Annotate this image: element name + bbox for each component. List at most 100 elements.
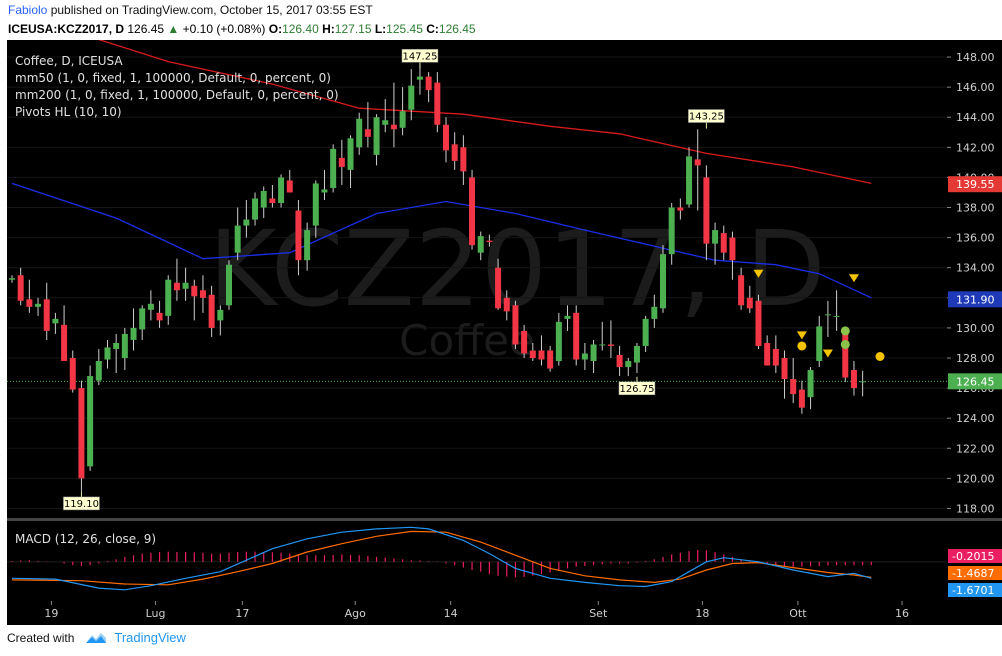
pivot-yellow-dot bbox=[875, 351, 885, 361]
candle-up bbox=[35, 303, 42, 307]
candle-up bbox=[373, 117, 380, 155]
price-tag-box bbox=[948, 176, 1002, 193]
candle-down bbox=[26, 299, 33, 307]
candle-down bbox=[338, 157, 345, 167]
x-tick-label: 19 bbox=[44, 607, 58, 620]
price-chart[interactable]: KCZ2017, D Coffee 119.10147.25126.75143.… bbox=[7, 11, 1002, 625]
candle-down bbox=[521, 330, 528, 354]
publication-header: Fabiolo published on TradingView.com, Oc… bbox=[8, 3, 373, 17]
candle-down bbox=[17, 275, 24, 301]
macd-tag-box bbox=[948, 549, 1002, 563]
candle-down bbox=[269, 198, 276, 204]
candle-down bbox=[677, 207, 684, 211]
candle-up bbox=[816, 326, 823, 362]
candle-down bbox=[208, 294, 215, 328]
y-tick-label: 142.00 bbox=[956, 141, 995, 154]
x-tick-label: 18 bbox=[695, 607, 709, 620]
candle-up bbox=[234, 225, 241, 253]
candle-down bbox=[156, 312, 163, 321]
tradingview-link[interactable]: TradingView bbox=[114, 630, 186, 645]
candle-up bbox=[121, 333, 128, 358]
candle-down bbox=[798, 389, 805, 408]
pivot-down-triangle bbox=[848, 274, 859, 283]
pivot-label: 126.75 bbox=[619, 384, 654, 395]
candle-down bbox=[434, 82, 441, 125]
candle-down bbox=[443, 124, 449, 151]
main-pane[interactable] bbox=[7, 40, 947, 518]
y-tick-label: 144.00 bbox=[956, 111, 995, 124]
candle-up bbox=[651, 306, 658, 319]
chart-area[interactable]: KCZ2017, D Coffee 119.10 147.25 126.75 143.… bbox=[7, 11, 1002, 625]
pivot-label: 119.10 bbox=[64, 499, 99, 510]
candle-down bbox=[694, 159, 701, 166]
candle-up bbox=[278, 177, 285, 204]
candle-down bbox=[486, 240, 493, 243]
candle-up bbox=[382, 120, 389, 125]
price-tag-box bbox=[948, 373, 1002, 390]
candle-down bbox=[616, 354, 623, 368]
y-tick-label: 124.00 bbox=[956, 412, 995, 425]
x-tick-label: 17 bbox=[235, 607, 249, 620]
price-axis[interactable] bbox=[947, 40, 1002, 625]
candle-up bbox=[408, 85, 415, 110]
open-value: 126.40 bbox=[282, 22, 319, 36]
candle-up bbox=[260, 190, 267, 208]
candle-down bbox=[573, 312, 580, 360]
candle-up bbox=[564, 315, 571, 319]
y-tick-label: 118.00 bbox=[956, 502, 995, 515]
low-value: 125.45 bbox=[386, 22, 423, 36]
candle-up bbox=[477, 236, 484, 253]
pivot-yellow-dot bbox=[797, 341, 807, 351]
y-tick-label: 136.00 bbox=[956, 232, 995, 245]
candle-down bbox=[755, 300, 762, 346]
candle-up bbox=[87, 376, 94, 467]
candle-down bbox=[772, 348, 779, 366]
candle-up bbox=[590, 344, 597, 362]
candle-down bbox=[425, 76, 432, 91]
legend-mm200: mm200 (1, 0, fixed, 1, 100000, Default, … bbox=[15, 88, 339, 102]
candle-up bbox=[712, 230, 719, 244]
macd-tag-label: -0.2015 bbox=[952, 550, 994, 563]
candle-down bbox=[529, 350, 536, 358]
candle-down bbox=[451, 144, 458, 161]
candle-down bbox=[607, 344, 614, 346]
y-tick-label: 138.00 bbox=[956, 202, 995, 215]
macd-pane[interactable] bbox=[7, 521, 947, 601]
symbol-name: ICEUSA:KCZ2017, D bbox=[8, 22, 125, 36]
macd-tag-box bbox=[948, 583, 1002, 597]
candle-down bbox=[538, 350, 545, 360]
time-axis[interactable] bbox=[7, 601, 947, 625]
candle-down bbox=[495, 267, 502, 309]
y-tick-label: 134.00 bbox=[956, 262, 995, 275]
candle-up bbox=[130, 327, 137, 340]
macd-tag-box bbox=[948, 566, 1002, 580]
candle-down bbox=[390, 124, 397, 130]
candle-down bbox=[199, 290, 206, 298]
pivot-green-dot bbox=[840, 326, 850, 336]
price-tag-box bbox=[948, 291, 1002, 308]
candle-up bbox=[416, 76, 423, 80]
candle-up bbox=[182, 282, 189, 289]
y-tick-label: 148.00 bbox=[956, 51, 995, 64]
candle-up bbox=[642, 318, 649, 346]
candle-down bbox=[191, 285, 198, 297]
candle-down bbox=[364, 129, 371, 137]
pivot-label-box bbox=[618, 381, 656, 396]
candle-down bbox=[295, 210, 302, 261]
pivot-label-box bbox=[688, 109, 725, 123]
x-tick-label: 16 bbox=[895, 607, 909, 620]
candle-up bbox=[668, 207, 675, 255]
close-label: C: bbox=[426, 22, 439, 36]
macd-indicator: -0.2015 -1.4687 -1.6701 bbox=[7, 526, 1002, 597]
macd-line bbox=[11, 526, 872, 591]
pivot-down-triangle bbox=[753, 269, 764, 278]
change-arrow-icon: ▲ bbox=[167, 22, 180, 36]
footer: Created with TradingView bbox=[7, 630, 186, 645]
watermark-name: Coffee bbox=[399, 316, 535, 365]
author-link[interactable]: Fabiolo bbox=[8, 3, 48, 17]
macd-signal-line bbox=[11, 530, 872, 586]
candle-down bbox=[469, 177, 476, 246]
candle-up bbox=[95, 361, 102, 381]
pivot-green-dot bbox=[840, 339, 850, 349]
candle-up bbox=[321, 189, 328, 193]
